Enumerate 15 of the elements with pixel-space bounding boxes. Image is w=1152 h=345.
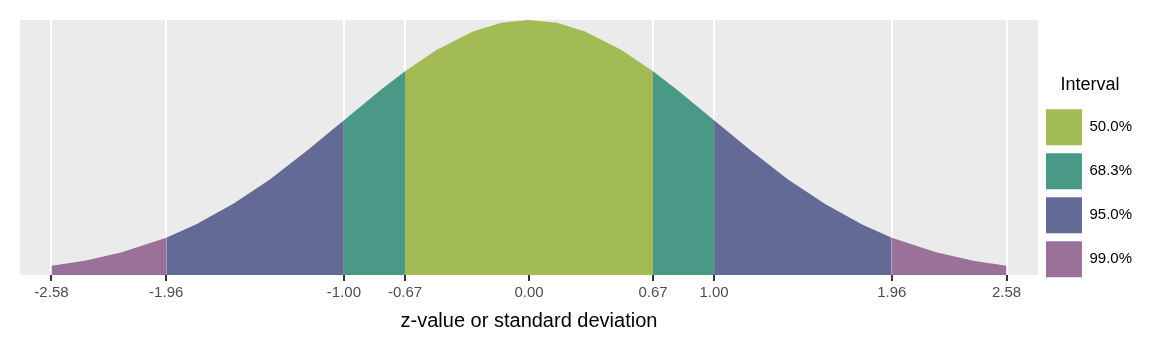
- legend-label: 99.0%: [1089, 249, 1133, 267]
- x-tick-label: 1.00: [699, 283, 729, 301]
- x-tick-label: -0.67: [387, 283, 423, 301]
- x-axis-title: z-value or standard deviation: [400, 308, 658, 331]
- text: 50.0%: [1089, 117, 1133, 135]
- legend-label: 68.3%: [1089, 161, 1133, 179]
- x-tick-label: 1.96: [877, 283, 907, 301]
- x-tick-label: 0.67: [638, 283, 668, 301]
- legend-label: 95.0%: [1089, 205, 1133, 223]
- x-tick-label: -2.58: [34, 283, 69, 301]
- x-tick-label: 0.00: [514, 283, 544, 301]
- x-tick-label: -1.00: [326, 283, 361, 301]
- x-tick-label: 2.58: [991, 283, 1022, 301]
- x-tick-label: -1.96: [149, 283, 184, 301]
- legend-title: Interval: [1060, 73, 1120, 94]
